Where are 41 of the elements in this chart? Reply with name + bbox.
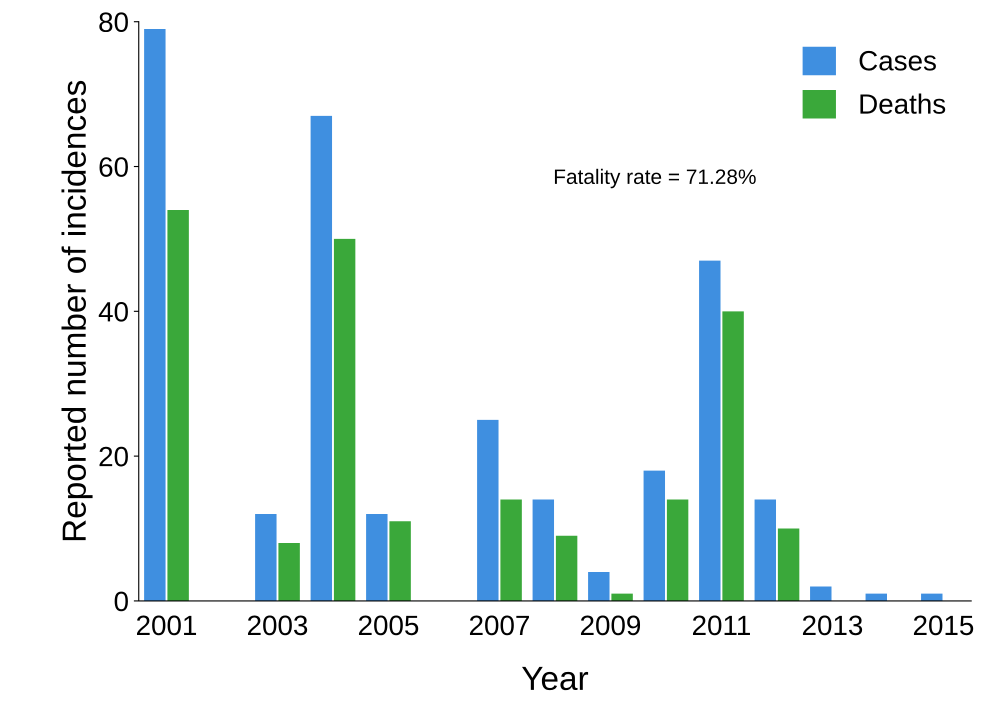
bar [389, 521, 411, 601]
bar [778, 528, 800, 601]
bar [588, 572, 610, 601]
bar [477, 420, 499, 601]
bar [255, 514, 277, 601]
bar [366, 514, 388, 601]
bar [810, 586, 832, 601]
y-tick-label: 0 [114, 592, 128, 612]
x-tick-label: 2015 [914, 616, 974, 636]
bar [611, 594, 633, 601]
bar [699, 260, 721, 601]
bar [144, 28, 166, 601]
bar [500, 500, 522, 601]
bar [532, 500, 554, 601]
y-axis-title: Reported number of incidences [61, 80, 93, 540]
y-tick-label: 80 [99, 12, 128, 32]
y-tick-label: 60 [100, 157, 128, 177]
x-tick-label: 2005 [358, 616, 418, 636]
bar [921, 594, 942, 601]
bar [334, 238, 356, 601]
bar [666, 500, 688, 601]
x-axis-title: Year [522, 666, 588, 690]
x-tick-label: 2007 [470, 616, 529, 636]
bar [167, 210, 189, 601]
bar [556, 536, 578, 601]
x-tick-label: 2009 [580, 616, 640, 636]
annotation: Fatality rate = 71.28% [554, 168, 756, 188]
bar [722, 311, 744, 601]
x-tick-label: 2003 [248, 616, 308, 636]
y-tick-label: 40 [98, 302, 128, 322]
x-tick-label: 2001 [136, 616, 196, 636]
x-tick-label: 2011 [692, 616, 750, 636]
bar [310, 116, 332, 601]
bar [754, 500, 776, 601]
legend-label: Deaths [860, 93, 946, 114]
x-tick-label: 2013 [802, 616, 862, 636]
bar [866, 594, 888, 601]
legend-label: Cases [860, 50, 936, 71]
bar [644, 470, 666, 601]
y-tick-label: 20 [100, 446, 128, 466]
bar [278, 543, 300, 601]
